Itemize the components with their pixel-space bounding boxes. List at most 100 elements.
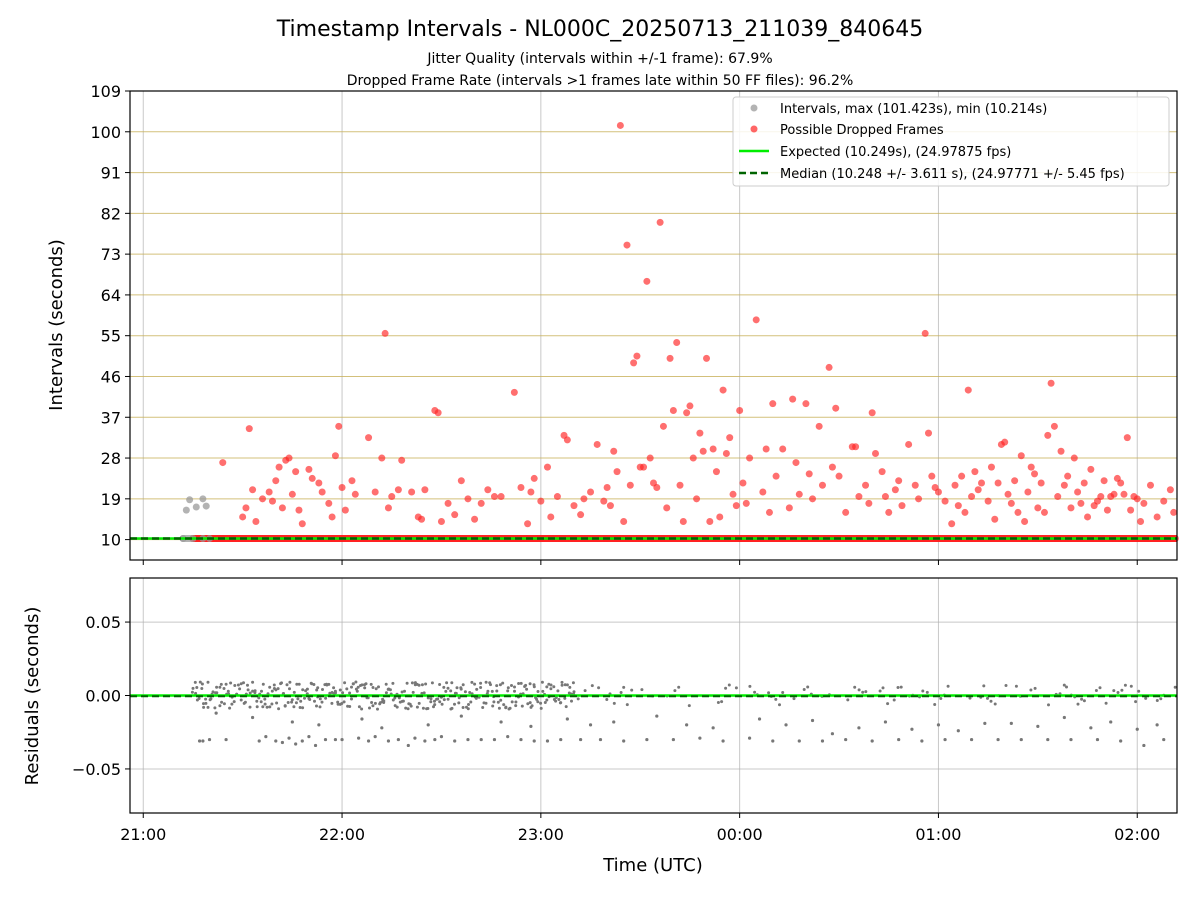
residual-outlier-point	[1019, 737, 1023, 742]
dropped-frame-point	[1047, 379, 1055, 387]
residual-point	[806, 685, 810, 689]
residual-point	[351, 682, 355, 686]
residual-point	[502, 703, 506, 707]
residual-point	[288, 680, 292, 684]
dropped-frame-point	[862, 481, 870, 489]
dropped-frame-point	[593, 440, 601, 448]
dropped-frame-point	[663, 504, 671, 512]
residual-outlier-point	[956, 729, 960, 733]
residual-outlier-point	[423, 739, 427, 743]
residual-point	[328, 691, 332, 695]
residual-point	[261, 705, 265, 709]
residual-point	[565, 683, 569, 687]
residual-outlier-point	[857, 726, 861, 730]
dropped-frame-point	[789, 395, 797, 403]
residual-point	[218, 704, 222, 708]
residual-outlier-point	[996, 737, 1000, 742]
residual-outlier-point	[1162, 737, 1166, 742]
residual-point	[1104, 701, 1108, 705]
residual-point	[549, 687, 553, 691]
dropped-frame-point	[305, 465, 313, 473]
residual-point	[279, 682, 283, 686]
residual-point	[1134, 700, 1138, 704]
dropped-frame-point	[242, 504, 250, 512]
residual-point	[229, 681, 233, 685]
dropped-frame-point	[292, 468, 300, 476]
x-tick-label: 00:00	[717, 825, 763, 844]
dropped-frame-point	[1004, 490, 1012, 498]
residual-point	[514, 704, 518, 708]
dropped-frame-point	[693, 495, 701, 503]
residual-point	[571, 681, 575, 685]
residual-outlier-point	[910, 727, 914, 731]
residual-point	[513, 689, 516, 693]
residual-point	[504, 705, 508, 709]
dropped-frame-point	[762, 445, 770, 453]
residual-point	[290, 700, 294, 704]
residual-point	[1123, 683, 1127, 687]
residual-point	[393, 696, 397, 700]
residual-point	[298, 706, 302, 709]
dropped-frame-point	[709, 445, 717, 453]
residual-outlier-point	[492, 737, 497, 742]
residual-point	[605, 698, 609, 701]
residual-point	[226, 689, 230, 693]
residual-point	[1098, 686, 1102, 690]
dropped-frame-point	[1050, 422, 1058, 430]
residual-point	[552, 685, 556, 689]
dropped-frame-point	[726, 434, 734, 442]
residual-point	[242, 681, 245, 685]
residual-outlier-point	[426, 723, 430, 727]
dropped-frame-point	[1054, 493, 1062, 501]
residual-outlier-point	[214, 711, 218, 715]
residual-outlier-point	[317, 723, 321, 727]
residual-outlier-point	[810, 718, 815, 723]
residual-point	[296, 697, 300, 701]
residual-point	[536, 690, 540, 693]
dropped-frame-point	[719, 386, 727, 394]
dropped-frame-point	[288, 490, 296, 498]
residual-point	[429, 697, 433, 701]
residual-outlier-point	[532, 739, 536, 743]
residual-point	[513, 685, 516, 689]
residual-point	[334, 691, 337, 695]
dropped-frame-point	[252, 517, 260, 525]
residual-point	[417, 701, 421, 705]
residual-point	[1144, 696, 1148, 700]
residual-point	[208, 698, 212, 702]
residual-point	[193, 680, 197, 684]
dropped-frame-point	[1034, 504, 1042, 512]
residual-outlier-point	[936, 723, 941, 727]
dropped-frame-point	[437, 517, 445, 525]
residual-point	[360, 707, 364, 711]
residual-point	[406, 707, 410, 711]
residual-point	[1014, 684, 1018, 688]
intervals-y-tick-label: 109	[90, 82, 121, 101]
dropped-frame-point	[351, 490, 359, 498]
dropped-frame-point	[792, 459, 800, 467]
residual-point	[1155, 699, 1159, 702]
dropped-frame-point	[699, 447, 707, 455]
residual-point	[213, 706, 217, 710]
residual-outlier-point	[1046, 737, 1050, 742]
residual-point	[272, 683, 276, 687]
residual-point	[939, 697, 943, 700]
residual-outlier-point	[313, 743, 318, 748]
residual-point	[625, 703, 629, 707]
residual-point	[568, 685, 572, 689]
dropped-frame-point	[308, 474, 316, 482]
residual-point	[495, 684, 499, 688]
residual-outlier-point	[453, 739, 457, 743]
residual-outlier-point	[1062, 715, 1066, 720]
residual-point	[774, 697, 778, 701]
residual-point	[400, 690, 404, 694]
residual-point	[563, 683, 567, 687]
residual-point	[570, 699, 573, 703]
x-tick-label: 01:00	[915, 825, 961, 844]
residual-point	[230, 702, 234, 706]
residual-point	[461, 683, 465, 687]
dropped-frame-point	[620, 517, 628, 525]
residual-outlier-point	[1155, 723, 1159, 727]
residual-point	[403, 689, 406, 693]
residual-outlier-point	[943, 737, 947, 742]
